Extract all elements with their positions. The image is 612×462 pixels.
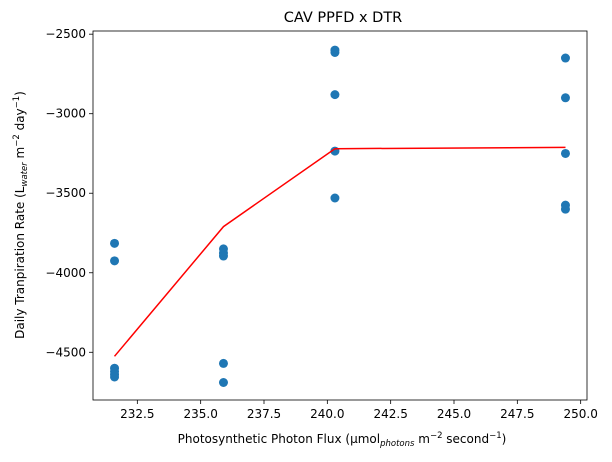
y-tick-label: −3500 [45, 186, 86, 200]
x-tick-label: 247.5 [500, 407, 534, 421]
scatter-point [218, 358, 228, 368]
scatter-point [330, 193, 340, 203]
scatter-point [330, 90, 340, 100]
scatter-point [560, 148, 570, 158]
plot-series [110, 45, 570, 388]
plot-frame [92, 30, 588, 401]
x-axis-label: Photosynthetic Photon Flux (μmolphotons … [178, 431, 507, 449]
scatter-point [218, 378, 228, 388]
scatter-point [560, 53, 570, 63]
scatter-point [110, 256, 120, 266]
x-tick-label: 240.0 [310, 407, 344, 421]
y-axis-label: Daily Tranpiration Rate (Lwater m−2 day−… [12, 91, 30, 339]
x-tick-label: 242.5 [373, 407, 407, 421]
x-tick-label: 250.0 [563, 407, 597, 421]
scatter-point [218, 251, 228, 261]
x-axis: 232.5 235.0 237.5 240.0 242.5 245.0 247.5 250.0 [120, 400, 598, 421]
x-tick-label: 245.0 [437, 407, 471, 421]
y-tick-label: −2500 [45, 27, 86, 41]
scatter-point [110, 238, 120, 248]
y-axis: −4500 −4000 −3500 −3000 −2500 [45, 27, 93, 359]
scatter-point [560, 204, 570, 214]
y-tick-label: −3000 [45, 107, 86, 121]
x-tick-label: 232.5 [120, 407, 154, 421]
scatter-point [560, 93, 570, 103]
mean-line [113, 146, 566, 357]
scatter-point [110, 372, 120, 382]
scatter-point [330, 47, 340, 57]
y-tick-label: −4000 [45, 266, 86, 280]
x-tick-label: 235.0 [183, 407, 217, 421]
y-tick-label: −4500 [45, 345, 86, 359]
x-tick-label: 237.5 [247, 407, 281, 421]
chart-title: CAV PPFD x DTR [284, 10, 403, 26]
